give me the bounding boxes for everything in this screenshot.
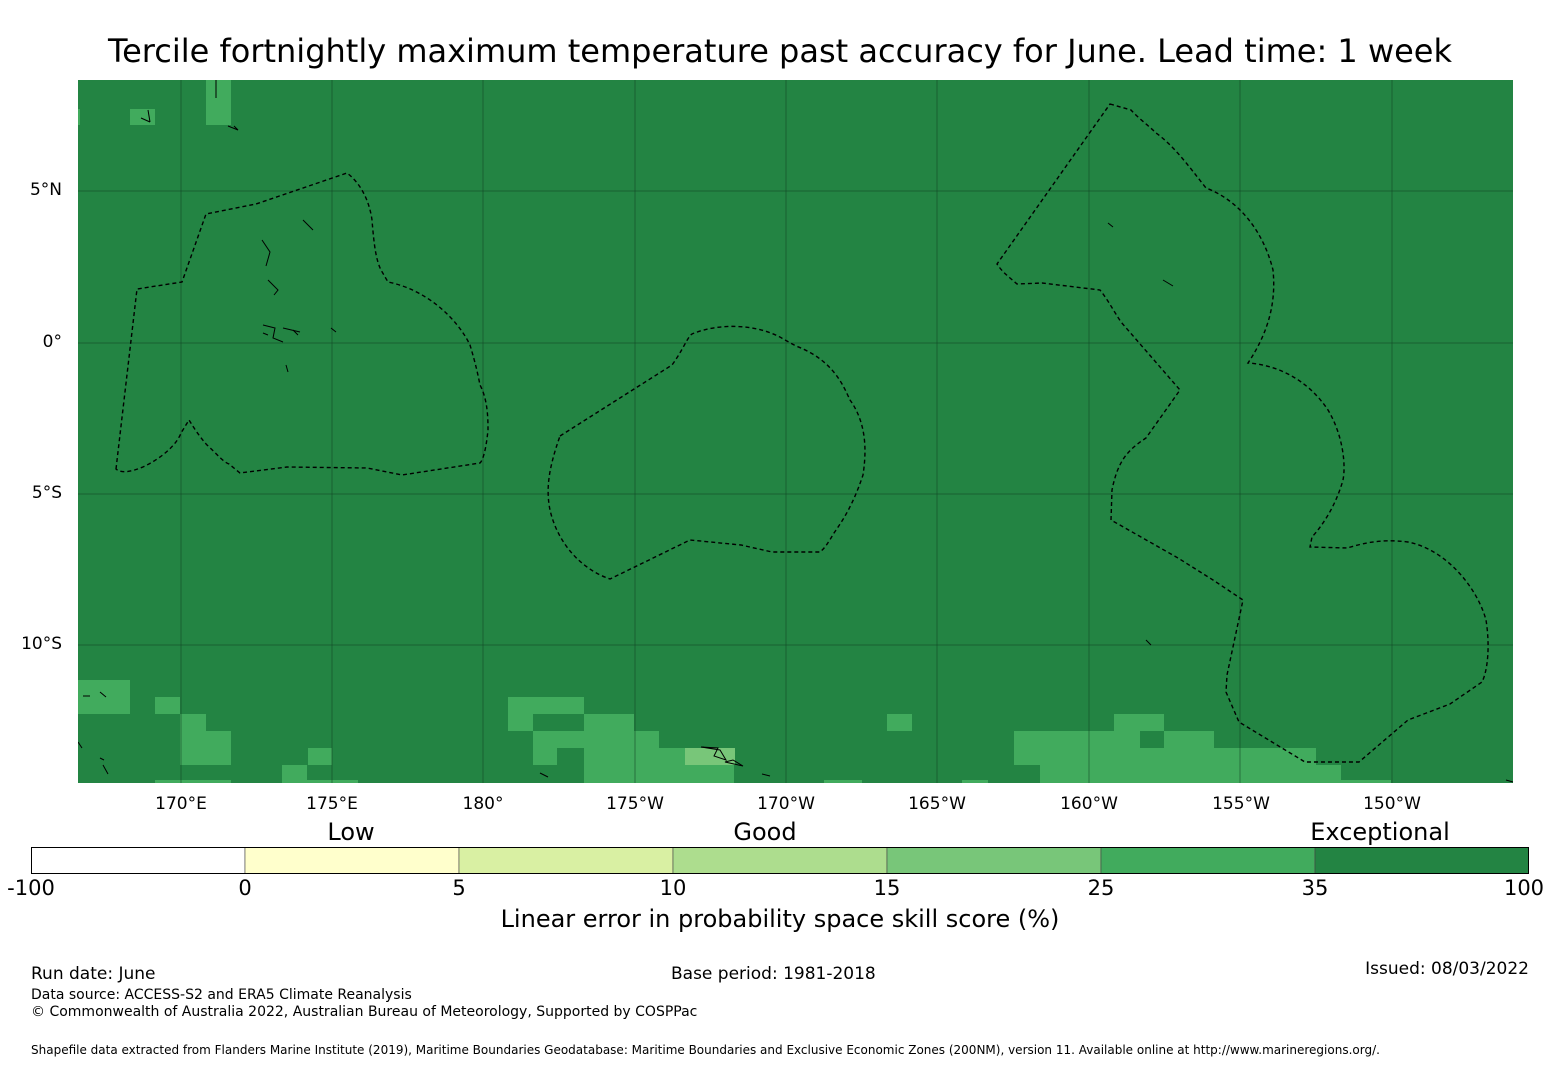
lon-label-165w: 165°W bbox=[908, 794, 966, 814]
map-background bbox=[78, 80, 1513, 783]
colorbar-segment-4 bbox=[886, 847, 1102, 874]
copyright: © Commonwealth of Australia 2022, Austra… bbox=[31, 1004, 698, 1020]
category-low: Low bbox=[327, 818, 375, 846]
lon-label-175e: 175°E bbox=[306, 794, 358, 814]
cb-tick-10: 10 bbox=[659, 876, 687, 900]
base-period: Base period: 1981-2018 bbox=[671, 964, 876, 984]
eez-line-islands bbox=[996, 103, 1489, 763]
issued-date: Issued: 08/03/2022 bbox=[1365, 959, 1529, 979]
colorbar-label: Linear error in probability space skill … bbox=[500, 905, 1060, 933]
cb-tick-100: 100 bbox=[1503, 876, 1545, 900]
colorbar-segment-6 bbox=[1314, 847, 1529, 874]
map-title: Tercile fortnightly maximum temperature … bbox=[107, 32, 1453, 70]
lon-label-180: 180° bbox=[462, 794, 504, 814]
skill-map bbox=[78, 80, 1513, 783]
lat-label-0: 0° bbox=[42, 332, 62, 352]
shapefile-credit: Shapefile data extracted from Flanders M… bbox=[31, 1043, 1380, 1057]
data-source: Data source: ACCESS-S2 and ERA5 Climate … bbox=[31, 987, 412, 1003]
cb-tick-25: 25 bbox=[1087, 876, 1115, 900]
islands bbox=[78, 80, 1513, 783]
lat-label-5s: 5°S bbox=[31, 483, 62, 503]
lat-label-10s: 10°S bbox=[21, 634, 62, 654]
eez-kiribati-gilbert bbox=[115, 172, 489, 476]
category-exceptional: Exceptional bbox=[1310, 818, 1450, 846]
colorbar-segment-2 bbox=[458, 847, 674, 874]
cb-tick-minus100: -100 bbox=[7, 876, 55, 900]
lon-label-155w: 155°W bbox=[1212, 794, 1270, 814]
lon-label-160w: 160°W bbox=[1060, 794, 1118, 814]
category-good: Good bbox=[733, 818, 797, 846]
run-date: Run date: June bbox=[31, 964, 156, 984]
cb-tick-5: 5 bbox=[452, 876, 466, 900]
cb-tick-0: 0 bbox=[238, 876, 252, 900]
lon-label-170w: 170°W bbox=[757, 794, 815, 814]
lightest-cells bbox=[685, 748, 735, 765]
cb-tick-15: 15 bbox=[873, 876, 901, 900]
lon-label-150w: 150°W bbox=[1363, 794, 1421, 814]
colorbar bbox=[31, 847, 1529, 874]
lat-label-5n: 5°N bbox=[29, 180, 62, 200]
colorbar-segment-3 bbox=[672, 847, 888, 874]
lon-label-175w: 175°W bbox=[606, 794, 664, 814]
colorbar-segment-1 bbox=[244, 847, 460, 874]
colorbar-segment-5 bbox=[1100, 847, 1316, 874]
lon-label-170e: 170°E bbox=[155, 794, 207, 814]
gridlines bbox=[78, 80, 1513, 783]
colorbar-segment-0 bbox=[31, 847, 246, 874]
cb-tick-35: 35 bbox=[1301, 876, 1329, 900]
eez-boundaries bbox=[115, 103, 1489, 763]
eez-tokelau-samoa bbox=[547, 325, 866, 580]
